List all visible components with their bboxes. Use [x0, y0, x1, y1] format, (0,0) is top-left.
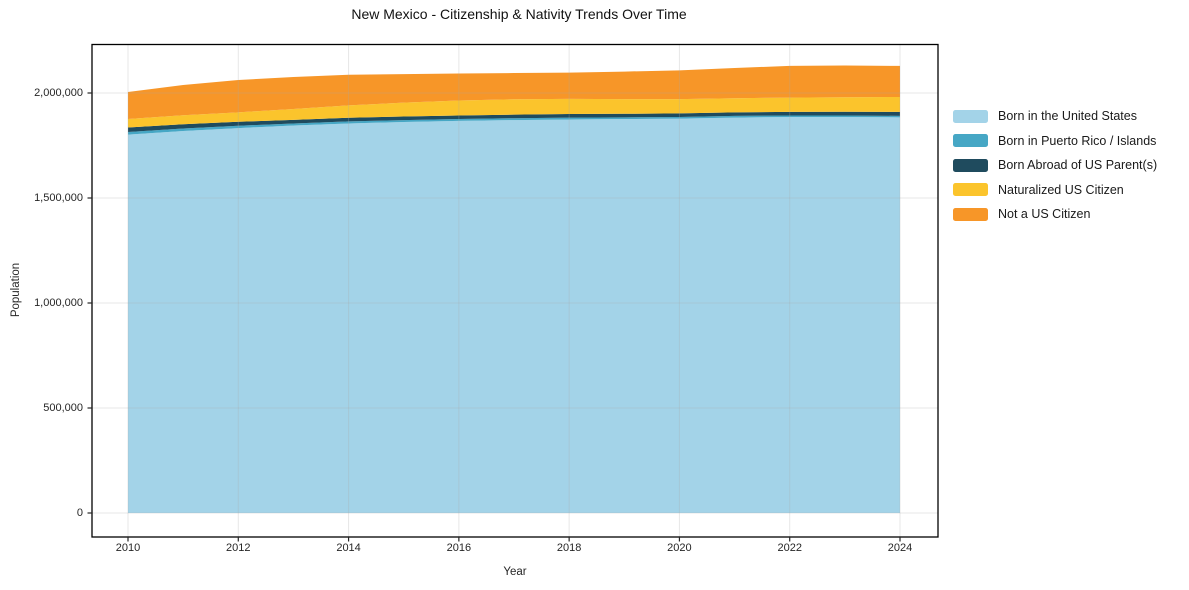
- x-tick-label: 2018: [556, 542, 582, 554]
- x-tick-label: 2024: [887, 542, 913, 554]
- x-axis-label: Year: [503, 566, 527, 578]
- x-tick-label: 2020: [667, 542, 692, 554]
- legend-swatch-icon: [953, 109, 988, 123]
- legend-swatch-icon: [953, 183, 988, 197]
- area-born-in-puerto-rico-islands: [128, 115, 900, 135]
- y-axis-label: Population: [10, 262, 22, 318]
- x-tick-label: 2012: [226, 542, 251, 554]
- area-not-a-us-citizen: [128, 65, 900, 120]
- legend-label: Naturalized US Citizen: [998, 182, 1124, 197]
- legend-swatch-icon: [953, 207, 988, 221]
- y-tick-label: 1,000,000: [34, 297, 83, 309]
- area-born-in-the-united-states: [128, 116, 900, 513]
- x-tick-label: 2014: [336, 542, 361, 554]
- y-tick-label: 1,500,000: [34, 192, 83, 204]
- legend-label: Born in the United States: [998, 109, 1137, 124]
- y-tick-label: 0: [76, 507, 83, 519]
- x-tick-label: 2016: [446, 542, 472, 554]
- legend-item: Naturalized US Citizen: [953, 178, 1157, 203]
- legend-item: Born Abroad of US Parent(s): [953, 153, 1157, 178]
- legend-swatch-icon: [953, 134, 988, 148]
- legend-item: Not a US Citizen: [953, 202, 1157, 227]
- legend-item: Born in the United States: [953, 104, 1157, 129]
- x-tick-label: 2010: [115, 542, 141, 554]
- legend-label: Born in Puerto Rico / Islands: [998, 133, 1157, 148]
- chart-title: New Mexico - Citizenship & Nativity Tren…: [351, 6, 687, 22]
- x-tick-label: 2022: [777, 542, 802, 554]
- area-born-abroad-of-us-parent-s-: [128, 111, 900, 133]
- y-tick-label: 2,000,000: [34, 87, 83, 99]
- legend-swatch-icon: [953, 158, 988, 172]
- area-naturalized-us-citizen: [128, 96, 900, 128]
- legend-label: Not a US Citizen: [998, 207, 1091, 222]
- legend-item: Born in Puerto Rico / Islands: [953, 129, 1157, 154]
- y-tick-label: 500,000: [43, 402, 83, 414]
- legend: Born in the United States Born in Puerto…: [953, 104, 1157, 227]
- legend-label: Born Abroad of US Parent(s): [998, 158, 1158, 173]
